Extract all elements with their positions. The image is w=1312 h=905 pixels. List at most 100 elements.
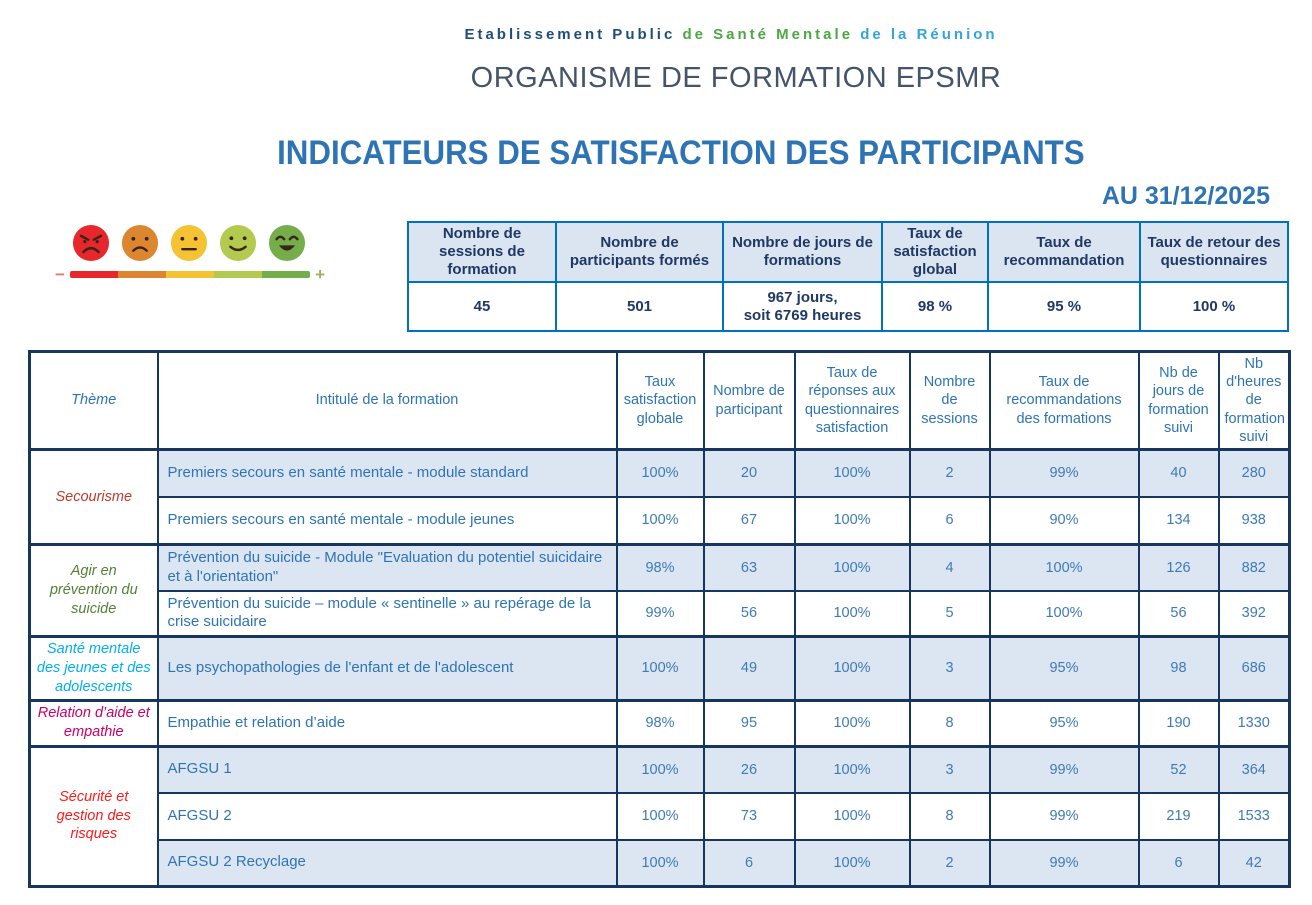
cell-satisfaction: 100% [615, 448, 705, 498]
cell-heures: 392 [1217, 589, 1291, 638]
cell-recommandations: 99% [988, 792, 1140, 842]
satisfaction-scale: − + [55, 224, 325, 284]
cell-reponses: 100% [793, 698, 911, 748]
cell-satisfaction: 100% [615, 744, 705, 795]
cell-heures: 686 [1217, 635, 1291, 702]
cell-jours: 126 [1137, 543, 1220, 592]
cell-participants: 73 [702, 792, 796, 842]
formation-title: Prévention du suicide – module « sentine… [156, 589, 618, 638]
cell-participants: 49 [702, 635, 796, 702]
summary-header-jours: Nombre de jours de formations [722, 221, 883, 283]
summary-header-participants: Nombre de participants formés [555, 221, 724, 283]
formation-row: Santé mentale des jeunes et des adolesce… [28, 635, 1291, 702]
cell-participants: 20 [702, 448, 796, 498]
cell-recommandations: 90% [988, 495, 1140, 546]
cell-jours: 98 [1137, 635, 1220, 702]
scale-minus-label: − [55, 265, 65, 284]
smile-face-icon [219, 224, 257, 262]
org-name-part2: de Santé Mentale [682, 26, 854, 43]
cell-satisfaction: 99% [615, 589, 705, 638]
cell-participants: 26 [702, 744, 796, 795]
col-header-sessions: Nombre de sessions [908, 350, 991, 451]
cell-recommandations: 99% [988, 839, 1140, 888]
formation-row: Secourisme Premiers secours en santé men… [28, 448, 1291, 546]
cell-satisfaction: 98% [615, 543, 705, 592]
cell-jours: 6 [1137, 839, 1220, 888]
org-name-part1: Etablissement Public [464, 26, 676, 43]
cell-recommandations: 99% [988, 448, 1140, 498]
cell-sessions: 4 [908, 543, 991, 592]
cell-reponses: 100% [793, 543, 911, 592]
angry-face-icon [72, 224, 110, 262]
cell-sessions: 2 [908, 839, 991, 888]
theme-cell-securite-risques: Sécurité et gestion des risques [28, 744, 159, 888]
formation-row: AFGSU 2 Recyclage 100% 6 100% 2 99% 6 42 [30, 839, 1291, 888]
theme-cell-relation-aide: Relation d’aide et empathie [28, 698, 159, 748]
cell-recommandations: 95% [988, 698, 1140, 748]
cell-participants: 56 [702, 589, 796, 638]
summary-value-sessions: 45 [407, 281, 557, 332]
cell-satisfaction: 98% [615, 698, 705, 748]
satisfaction-scale-bar [69, 271, 311, 278]
org-name-part3: de la Réunion [860, 26, 998, 43]
smiley-row [55, 224, 325, 262]
col-header-intitule: Intitulé de la formation [156, 350, 618, 451]
cell-sessions: 8 [908, 792, 991, 842]
cell-recommandations: 100% [988, 543, 1140, 592]
summary-header-satisfaction: Taux de satisfaction global [881, 221, 989, 283]
cell-satisfaction: 100% [615, 839, 705, 888]
summary-value-jours: 967 jours, soit 6769 heures [722, 281, 883, 332]
sad-face-icon [121, 224, 159, 262]
cell-reponses: 100% [793, 839, 911, 888]
cell-sessions: 8 [908, 698, 991, 748]
neutral-face-icon [170, 224, 208, 262]
cell-participants: 67 [702, 495, 796, 546]
cell-jours: 56 [1137, 589, 1220, 638]
formations-header-row: Thème Intitulé de la formation Taux sati… [28, 350, 1291, 451]
formation-row: Premiers secours en santé mentale - modu… [30, 495, 1291, 546]
cell-jours: 40 [1137, 448, 1220, 498]
page-title: INDICATEURS DE SATISFACTION DES PARTICIP… [277, 134, 1085, 172]
summary-value-satisfaction: 98 % [881, 281, 989, 332]
summary-header-sessions: Nombre de sessions de formation [407, 221, 557, 283]
summary-table: Nombre de sessions de formation Nombre d… [407, 221, 1289, 332]
summary-value-participants: 501 [555, 281, 724, 332]
theme-cell-sante-mentale-jeunes: Santé mentale des jeunes et des adolesce… [28, 635, 159, 702]
cell-heures: 1330 [1217, 698, 1291, 748]
col-header-reponses: Taux de réponses aux questionnaires sati… [793, 350, 911, 451]
summary-value-retour: 100 % [1139, 281, 1289, 332]
theme-cell-prevention-suicide: Agir en prévention du suicide [28, 543, 159, 638]
col-header-participants: Nombre de participant [702, 350, 796, 451]
cell-recommandations: 99% [988, 744, 1140, 795]
cell-jours: 52 [1137, 744, 1220, 795]
cell-reponses: 100% [793, 744, 911, 795]
report-subtitle: ORGANISME DE FORMATION EPSMR [470, 62, 1002, 94]
formation-row: Agir en prévention du suicide Prévention… [28, 543, 1291, 638]
cell-sessions: 2 [908, 448, 991, 498]
cell-heures: 364 [1217, 744, 1291, 795]
organisation-name: Etablissement Public de Santé Mentale de… [0, 26, 1312, 43]
col-header-recommandations: Taux de recommandations des formations [988, 350, 1140, 451]
cell-satisfaction: 100% [615, 635, 705, 702]
cell-satisfaction: 100% [615, 792, 705, 842]
formation-title: Premiers secours en santé mentale - modu… [156, 495, 618, 546]
cell-sessions: 6 [908, 495, 991, 546]
cell-participants: 63 [702, 543, 796, 592]
summary-value-recommandation: 95 % [987, 281, 1141, 332]
cell-participants: 6 [702, 839, 796, 888]
formation-title: AFGSU 2 [156, 792, 618, 842]
scale-plus-label: + [315, 265, 325, 284]
cell-participants: 95 [702, 698, 796, 748]
cell-jours: 219 [1137, 792, 1220, 842]
cell-sessions: 3 [908, 635, 991, 702]
cell-reponses: 100% [793, 495, 911, 546]
cell-reponses: 100% [793, 792, 911, 842]
cell-heures: 938 [1217, 495, 1291, 546]
cell-jours: 190 [1137, 698, 1220, 748]
formation-title: AFGSU 2 Recyclage [156, 839, 618, 888]
formation-title: Prévention du suicide - Module "Evaluati… [156, 543, 618, 592]
formation-row: Relation d’aide et empathie Empathie et … [28, 698, 1291, 748]
formations-table: Thème Intitulé de la formation Taux sati… [28, 350, 1291, 888]
scale-row: − + [55, 265, 325, 284]
